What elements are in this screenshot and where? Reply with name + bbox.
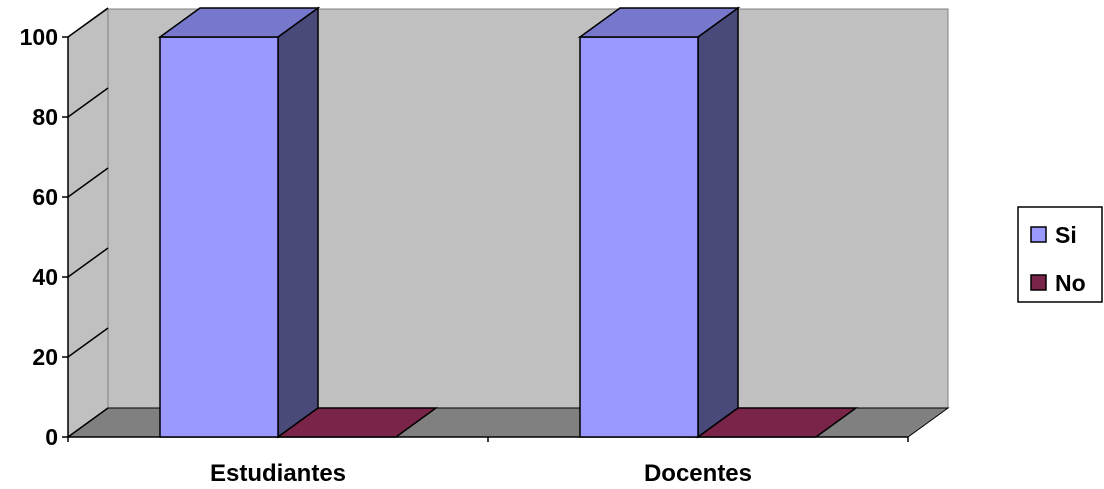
y-tick-label: 100	[20, 24, 58, 50]
legend-swatch-no	[1030, 274, 1047, 291]
x-axis: Estudiantes Docentes	[67, 436, 909, 487]
y-tick-diagonal	[67, 87, 109, 118]
bar-side	[697, 6, 739, 439]
bar-si-estudiantes	[157, 6, 321, 439]
bar-top	[577, 7, 741, 38]
y-axis: 0 20 40 60 80 100	[20, 7, 109, 450]
y-tick-diagonal	[67, 407, 109, 438]
legend-label-no: No	[1055, 270, 1086, 296]
bar-front	[579, 36, 699, 438]
bar-no-estudiantes	[275, 407, 439, 438]
bar-si-docentes	[577, 6, 741, 439]
y-tick-label: 0	[45, 424, 58, 450]
x-tick-label: Docentes	[644, 460, 752, 487]
bar-top	[157, 7, 321, 38]
x-tick-label: Estudiantes	[210, 460, 346, 487]
y-tick-diagonal	[67, 7, 109, 38]
y-tick-label: 60	[32, 184, 58, 210]
y-tick-label: 80	[32, 104, 58, 130]
chart-side-wall	[67, 8, 109, 438]
legend-label-si: Si	[1055, 222, 1077, 248]
bars	[157, 6, 859, 439]
y-tick-label: 40	[32, 264, 58, 290]
bar-no-docentes	[695, 407, 859, 438]
legend: Si No	[1017, 206, 1103, 303]
legend-swatch-si	[1030, 226, 1047, 243]
bar-top	[695, 407, 859, 438]
y-tick-label: 20	[32, 344, 58, 370]
y-tick-diagonal	[67, 167, 109, 198]
bar-front	[159, 36, 279, 438]
y-tick-diagonal	[67, 247, 109, 278]
y-tick-diagonal	[67, 327, 109, 358]
bar-side	[277, 6, 319, 439]
bar-top	[275, 407, 439, 438]
